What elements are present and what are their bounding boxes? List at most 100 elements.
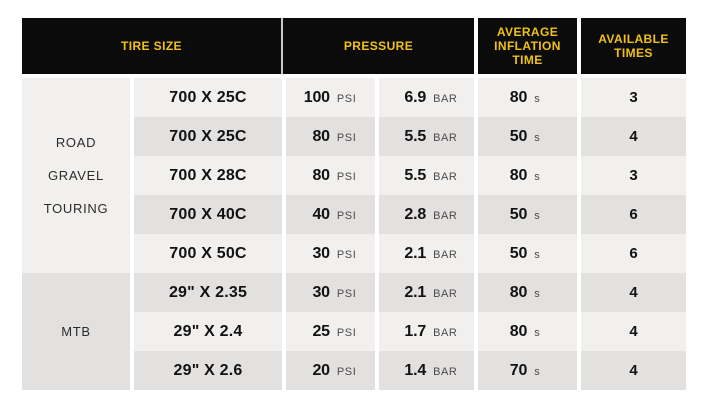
header-available-times-label: AVAILABLE TIMES: [598, 32, 669, 60]
pressure-psi-cell: 100 PSI: [286, 78, 375, 117]
pressure-bar-cell: 2.1 BAR: [379, 234, 474, 273]
header-divider: [577, 18, 581, 74]
psi-value: 30: [312, 244, 330, 262]
psi-value: 25: [312, 322, 330, 340]
available-times-cell: 4: [581, 312, 686, 351]
pressure-bar-cell: 2.1 BAR: [379, 273, 474, 312]
pressure-bar-cell: 1.7 BAR: [379, 312, 474, 351]
pressure-bar-cell: 6.9 BAR: [379, 78, 474, 117]
psi-value: 80: [312, 166, 330, 184]
table-header: TIRE SIZE PRESSURE AVERAGE INFLATION TIM…: [22, 18, 686, 74]
available-times-cell: 4: [581, 351, 686, 390]
column-category-group: ROAD GRAVEL TOURING MTB: [22, 78, 130, 390]
header-available-times: AVAILABLE TIMES: [581, 18, 686, 74]
bar-value: 1.4: [404, 361, 427, 379]
psi-value: 40: [312, 205, 330, 223]
time-unit: s: [534, 248, 541, 261]
column-gutter: [375, 78, 379, 390]
bar-value: 2.8: [404, 205, 427, 223]
inflation-time-cell: 80 s: [478, 273, 577, 312]
column-pressure-bar: 6.9 BAR 5.5 BAR 5.5 BAR 2.8 BAR 2.1 BAR 2.1 BA…: [379, 78, 474, 390]
bar-unit: BAR: [433, 170, 458, 183]
inflation-time-cell: 50 s: [478, 117, 577, 156]
time-value: 80: [509, 88, 528, 106]
group-label-line: GRAVEL: [48, 168, 104, 183]
bar-unit: BAR: [433, 209, 458, 222]
inflation-time-cell: 70 s: [478, 351, 577, 390]
available-times-cell: 4: [581, 117, 686, 156]
header-pressure-label: PRESSURE: [343, 39, 414, 53]
pressure-psi-cell: 25 PSI: [286, 312, 375, 351]
pressure-psi-cell: 30 PSI: [286, 234, 375, 273]
time-unit: s: [534, 131, 541, 144]
psi-value: 100: [303, 88, 330, 106]
psi-unit: PSI: [336, 287, 357, 300]
column-tire-size: 700 X 25C 700 X 25C 700 X 28C 700 X 40C …: [134, 78, 282, 390]
psi-unit: PSI: [336, 248, 357, 261]
pressure-bar-cell: 5.5 BAR: [379, 117, 474, 156]
time-unit: s: [534, 170, 541, 183]
time-unit: s: [534, 209, 541, 222]
pressure-bar-cell: 2.8 BAR: [379, 195, 474, 234]
pressure-psi-cell: 80 PSI: [286, 156, 375, 195]
time-value: 70: [509, 361, 528, 379]
available-times-cell: 4: [581, 273, 686, 312]
tire-inflation-table: TIRE SIZE PRESSURE AVERAGE INFLATION TIM…: [22, 18, 686, 390]
bar-unit: BAR: [433, 365, 458, 378]
psi-value: 20: [312, 361, 330, 379]
bar-value: 5.5: [404, 127, 427, 145]
psi-value: 80: [312, 127, 330, 145]
inflation-time-cell: 50 s: [478, 234, 577, 273]
tire-size-cell: 700 X 25C: [134, 117, 282, 156]
bar-value: 5.5: [404, 166, 427, 184]
psi-unit: PSI: [336, 170, 357, 183]
column-gutter: [577, 78, 581, 390]
tire-size-cell: 700 X 28C: [134, 156, 282, 195]
inflation-time-cell: 80 s: [478, 156, 577, 195]
header-average-inflation-time-label: AVERAGE INFLATION TIME: [494, 25, 561, 67]
header-tire-size: TIRE SIZE: [22, 18, 283, 74]
pressure-psi-cell: 40 PSI: [286, 195, 375, 234]
table-body: ROAD GRAVEL TOURING MTB 700 X 25C 700 X …: [22, 78, 686, 390]
header-average-inflation-time: AVERAGE INFLATION TIME: [478, 18, 577, 74]
psi-unit: PSI: [336, 365, 357, 378]
bar-value: 1.7: [404, 322, 427, 340]
column-pressure-psi: 100 PSI 80 PSI 80 PSI 40 PSI 30 PSI 30 PSI 25 P…: [286, 78, 375, 390]
column-gutter: [474, 78, 478, 390]
psi-unit: PSI: [336, 131, 357, 144]
psi-unit: PSI: [336, 209, 357, 222]
psi-unit: PSI: [336, 92, 357, 105]
pressure-psi-cell: 20 PSI: [286, 351, 375, 390]
tire-size-cell: 700 X 25C: [134, 78, 282, 117]
pressure-psi-cell: 30 PSI: [286, 273, 375, 312]
group-label-line: ROAD: [55, 135, 97, 150]
column-inflation-time: 80 s 50 s 80 s 50 s 50 s 80 s 80 s 70 s: [478, 78, 577, 390]
available-times-cell: 3: [581, 78, 686, 117]
pressure-bar-cell: 5.5 BAR: [379, 156, 474, 195]
inflation-time-cell: 50 s: [478, 195, 577, 234]
bar-unit: BAR: [433, 326, 458, 339]
tire-size-cell: 700 X 50C: [134, 234, 282, 273]
bar-unit: BAR: [433, 248, 458, 261]
group-label-line: TOURING: [43, 201, 109, 216]
time-unit: s: [534, 365, 541, 378]
inflation-time-cell: 80 s: [478, 312, 577, 351]
pressure-psi-cell: 80 PSI: [286, 117, 375, 156]
time-value: 80: [509, 166, 528, 184]
available-times-cell: 6: [581, 234, 686, 273]
psi-unit: PSI: [336, 326, 357, 339]
bar-unit: BAR: [433, 92, 458, 105]
available-times-cell: 6: [581, 195, 686, 234]
group-label-line: MTB: [61, 324, 91, 339]
bar-value: 2.1: [404, 283, 427, 301]
tire-size-cell: 29" X 2.4: [134, 312, 282, 351]
time-value: 80: [509, 283, 528, 301]
psi-value: 30: [312, 283, 330, 301]
header-pressure: PRESSURE: [283, 18, 474, 74]
header-tire-size-label: TIRE SIZE: [121, 39, 182, 53]
group-cell-mtb: MTB: [22, 273, 130, 390]
tire-size-cell: 29" X 2.35: [134, 273, 282, 312]
time-unit: s: [534, 326, 541, 339]
bar-value: 2.1: [404, 244, 427, 262]
time-unit: s: [534, 92, 541, 105]
